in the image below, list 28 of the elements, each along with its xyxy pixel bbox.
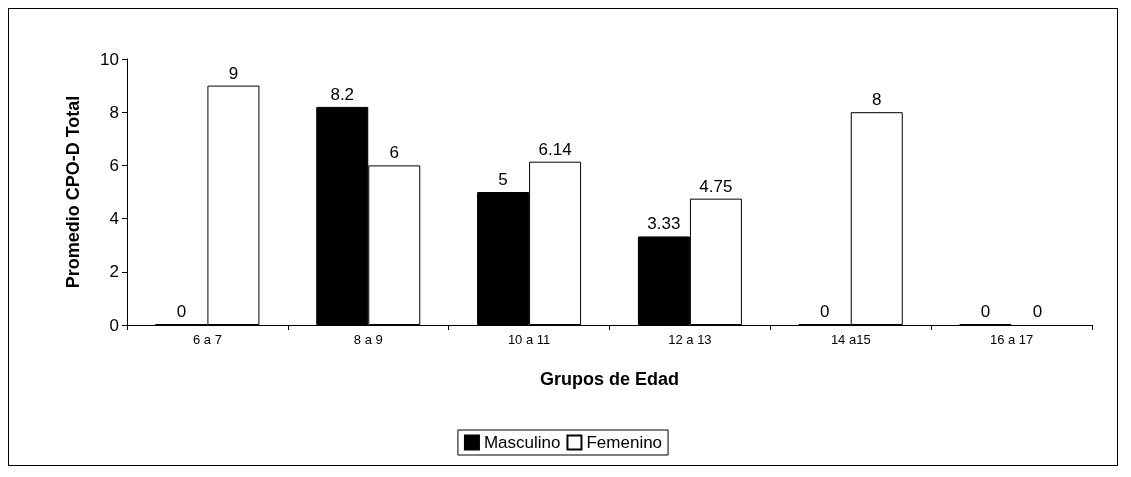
x-tick-label: 10 a 11 <box>507 332 551 347</box>
data-label: 8 <box>872 90 882 110</box>
y-tick-label: 4 <box>109 209 119 229</box>
legend-label: Femenino <box>586 433 663 452</box>
data-label: 0 <box>176 302 187 321</box>
data-label: 5 <box>498 170 508 189</box>
data-label: 4.75 <box>699 176 733 196</box>
x-tick-label: 14 a15 <box>830 332 871 347</box>
y-tick-label: 0 <box>109 315 119 335</box>
data-label: 9 <box>228 63 239 83</box>
y-tick-label: 10 <box>100 49 119 69</box>
data-label: 3.33 <box>647 214 681 234</box>
y-tick-label: 2 <box>109 262 119 282</box>
data-label: 8.2 <box>330 84 355 104</box>
y-tick-label: 6 <box>109 155 119 175</box>
data-label: 0 <box>980 302 991 321</box>
y-axis-title: Promedio CPO-D Total <box>63 95 83 289</box>
legend-label: Masculino <box>483 433 561 452</box>
x-tick-label: 16 a 17 <box>989 332 1034 347</box>
x-tick-label: 6 a 7 <box>192 332 222 347</box>
data-label: 6.14 <box>538 139 572 159</box>
x-tick-label: 12 a 13 <box>668 332 712 347</box>
x-tick-label: 8 a 9 <box>353 332 383 347</box>
y-tick-label: 8 <box>109 102 119 122</box>
data-label: 0 <box>1032 302 1043 321</box>
data-label: 6 <box>389 143 399 163</box>
data-label: 0 <box>820 302 830 321</box>
x-axis-title: Grupos de Edad <box>539 369 680 389</box>
